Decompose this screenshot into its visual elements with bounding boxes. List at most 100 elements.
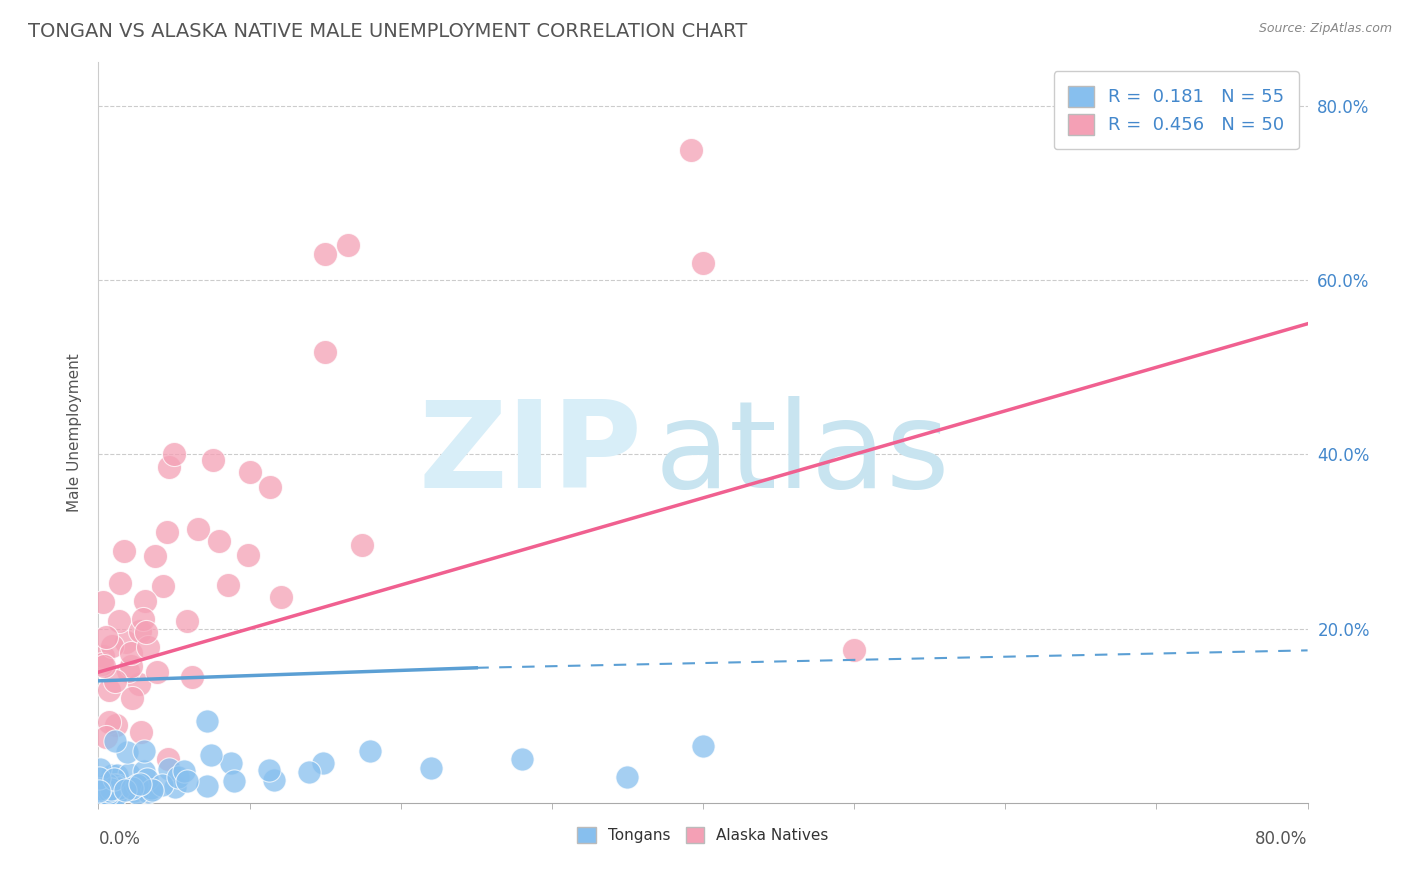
Point bbox=[94, 731, 117, 745]
Point bbox=[98, 682, 121, 697]
Point bbox=[692, 256, 714, 270]
Point bbox=[117, 664, 139, 678]
Point bbox=[195, 780, 218, 794]
Point bbox=[115, 745, 138, 759]
Point bbox=[200, 747, 222, 762]
Point bbox=[616, 770, 638, 784]
Point bbox=[138, 785, 160, 799]
Point bbox=[129, 777, 152, 791]
Point bbox=[87, 784, 110, 798]
Point bbox=[105, 788, 128, 802]
Point bbox=[259, 479, 281, 493]
Point bbox=[217, 578, 239, 592]
Legend: Tongans, Alaska Natives: Tongans, Alaska Natives bbox=[569, 820, 837, 851]
Text: Source: ZipAtlas.com: Source: ZipAtlas.com bbox=[1258, 22, 1392, 36]
Point bbox=[108, 575, 131, 590]
Point bbox=[105, 718, 128, 732]
Point bbox=[91, 788, 114, 802]
Point bbox=[98, 788, 121, 802]
Point bbox=[115, 635, 138, 649]
Point bbox=[105, 768, 128, 782]
Point bbox=[156, 524, 179, 539]
Point bbox=[510, 752, 533, 766]
Point bbox=[208, 534, 231, 549]
Point bbox=[135, 772, 157, 787]
Point bbox=[94, 630, 117, 644]
Point bbox=[100, 782, 122, 797]
Text: atlas: atlas bbox=[655, 396, 950, 513]
Y-axis label: Male Unemployment: Male Unemployment bbox=[66, 353, 82, 512]
Point bbox=[129, 725, 152, 739]
Point bbox=[121, 780, 143, 795]
Point bbox=[336, 238, 359, 252]
Point bbox=[350, 538, 373, 552]
Point bbox=[108, 780, 131, 795]
Point bbox=[114, 544, 136, 558]
Point bbox=[136, 640, 159, 654]
Point bbox=[93, 658, 115, 673]
Point bbox=[97, 787, 120, 801]
Point bbox=[132, 744, 155, 758]
Point bbox=[844, 643, 866, 657]
Point bbox=[96, 777, 118, 791]
Text: TONGAN VS ALASKA NATIVE MALE UNEMPLOYMENT CORRELATION CHART: TONGAN VS ALASKA NATIVE MALE UNEMPLOYMEN… bbox=[28, 22, 748, 41]
Point bbox=[314, 345, 336, 359]
Point bbox=[176, 773, 198, 788]
Point bbox=[91, 657, 114, 671]
Point bbox=[89, 762, 111, 776]
Point bbox=[132, 612, 155, 626]
Point bbox=[176, 614, 198, 628]
Point bbox=[128, 677, 150, 691]
Point bbox=[679, 143, 702, 157]
Point bbox=[97, 714, 120, 729]
Point bbox=[101, 640, 124, 654]
Point bbox=[145, 665, 167, 679]
Point bbox=[107, 614, 129, 628]
Point bbox=[312, 756, 335, 770]
Point bbox=[128, 624, 150, 639]
Point bbox=[96, 779, 118, 793]
Point bbox=[98, 784, 121, 798]
Point bbox=[270, 590, 292, 604]
Point bbox=[163, 447, 186, 461]
Point bbox=[165, 780, 187, 794]
Point bbox=[420, 761, 443, 775]
Point bbox=[314, 247, 336, 261]
Point bbox=[134, 594, 156, 608]
Point bbox=[263, 772, 285, 787]
Point bbox=[139, 781, 162, 796]
Point bbox=[120, 658, 142, 673]
Point bbox=[692, 739, 714, 754]
Text: ZIP: ZIP bbox=[419, 396, 643, 513]
Point bbox=[360, 743, 382, 757]
Point bbox=[187, 522, 209, 536]
Point bbox=[173, 764, 195, 778]
Point bbox=[104, 733, 127, 747]
Point bbox=[103, 772, 125, 786]
Point bbox=[93, 595, 115, 609]
Point bbox=[121, 691, 143, 706]
Point bbox=[167, 770, 190, 784]
Point bbox=[180, 670, 202, 684]
Text: 80.0%: 80.0% bbox=[1256, 830, 1308, 847]
Point bbox=[219, 756, 242, 770]
Point bbox=[239, 465, 262, 479]
Point bbox=[118, 766, 141, 780]
Point bbox=[125, 786, 148, 800]
Point bbox=[87, 771, 110, 785]
Point bbox=[202, 452, 225, 467]
Point bbox=[100, 768, 122, 782]
Point bbox=[120, 647, 142, 661]
Point bbox=[195, 714, 218, 729]
Point bbox=[135, 625, 157, 640]
Point bbox=[134, 764, 156, 778]
Point bbox=[143, 549, 166, 564]
Point bbox=[105, 779, 128, 793]
Point bbox=[157, 752, 180, 766]
Point bbox=[103, 779, 125, 793]
Point bbox=[150, 778, 173, 792]
Point bbox=[104, 673, 127, 688]
Point bbox=[157, 762, 180, 776]
Point bbox=[114, 782, 136, 797]
Text: 0.0%: 0.0% bbox=[98, 830, 141, 847]
